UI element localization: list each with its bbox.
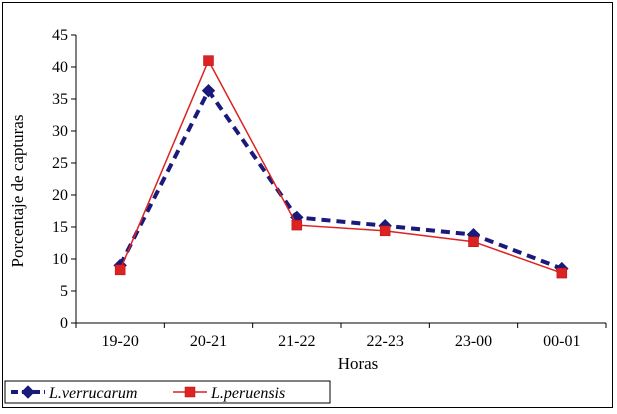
x-tick-label: 00-01 [543, 333, 580, 350]
y-tick-label: 0 [60, 315, 68, 332]
x-axis-label: Horas [338, 354, 379, 373]
y-tick-label: 5 [60, 283, 68, 300]
x-tick-label: 19-20 [102, 333, 139, 350]
y-axis-label: Porcentaje de capturas [8, 115, 27, 268]
series-l-verrucarum [113, 83, 569, 276]
y-tick-label: 20 [52, 187, 68, 204]
line-chart: 0 5 10 15 20 25 30 35 40 45 19-20 20-21 21-22 22-23 2… [4, 27, 607, 404]
data-point [379, 225, 391, 237]
x-axis-ticks: 19-20 20-21 21-22 22-23 23-00 00-01 [75, 323, 607, 350]
legend-marker [184, 386, 196, 398]
axes [75, 35, 606, 324]
y-tick-label: 35 [52, 91, 68, 108]
chart-frame: 0 5 10 15 20 25 30 35 40 45 19-20 20-21 21-22 22-23 2… [2, 2, 613, 408]
series-line [118, 86, 563, 271]
y-tick-label: 10 [52, 251, 68, 268]
x-tick-label: 23-00 [455, 333, 492, 350]
data-point [556, 267, 568, 279]
x-tick-label: 21-22 [278, 333, 315, 350]
legend-label: L.verrucarum [48, 385, 137, 402]
y-tick-label: 30 [52, 123, 68, 140]
y-tick-label: 45 [52, 27, 68, 44]
y-axis-ticks: 0 5 10 15 20 25 30 35 40 45 [52, 27, 76, 332]
data-point [468, 236, 479, 247]
legend-box [4, 380, 331, 404]
data-point [114, 264, 126, 276]
series-line [119, 58, 563, 274]
y-tick-label: 15 [52, 219, 68, 236]
legend-marker [21, 385, 35, 399]
legend: L.verrucarum L.peruensis [4, 380, 331, 404]
series-l-peruensis [114, 55, 568, 279]
x-tick-label: 20-21 [190, 333, 227, 350]
data-point [203, 55, 214, 66]
legend-label: L.peruensis [210, 385, 285, 402]
legend-item: L.verrucarum [11, 385, 137, 402]
x-tick-label: 22-23 [367, 333, 404, 350]
data-point [201, 83, 216, 98]
data-point [291, 219, 303, 231]
y-tick-label: 25 [52, 155, 68, 172]
legend-item: L.peruensis [173, 385, 285, 402]
y-tick-label: 40 [52, 59, 68, 76]
series-group [113, 55, 569, 279]
